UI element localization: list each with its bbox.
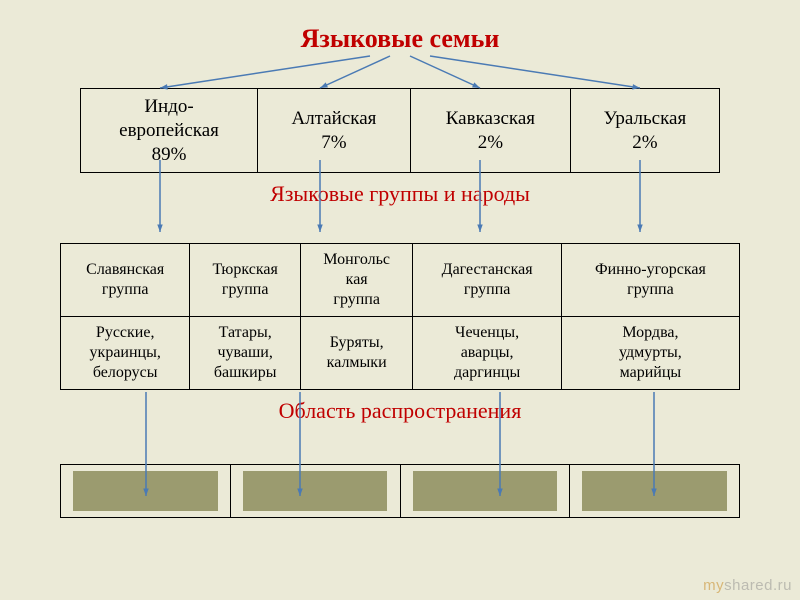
subtitle-area: Область распространения [0, 398, 800, 424]
group-name-cell: Дагестанскаягруппа [413, 244, 561, 317]
group-name-cell: Тюркскаягруппа [190, 244, 301, 317]
group-name-cell: Финно-угорскаягруппа [561, 244, 739, 317]
area-table [60, 464, 740, 518]
peoples-cell: Русские,украинцы,белорусы [61, 317, 190, 390]
families-table: Индо-европейская89%Алтайская7%Кавказская… [80, 88, 720, 173]
area-block [243, 471, 388, 511]
family-cell: Индо-европейская89% [81, 89, 258, 173]
area-block [73, 471, 218, 511]
group-name-cell: Монгольскаягруппа [300, 244, 412, 317]
subtitle-groups: Языковые группы и народы [0, 181, 800, 207]
family-cell: Алтайская7% [258, 89, 411, 173]
main-title: Языковые семьи [0, 0, 800, 54]
area-cell [230, 465, 400, 518]
watermark: myshared.ru [703, 577, 792, 594]
peoples-cell: Татары,чуваши,башкиры [190, 317, 301, 390]
area-cell [61, 465, 231, 518]
peoples-cell: Буряты,калмыки [300, 317, 412, 390]
area-block [413, 471, 558, 511]
groups-table: СлавянскаягруппаТюркскаягруппаМонгольска… [60, 243, 740, 390]
family-cell: Уральская2% [570, 89, 719, 173]
family-cell: Кавказская2% [410, 89, 570, 173]
area-cell [400, 465, 570, 518]
group-name-cell: Славянскаягруппа [61, 244, 190, 317]
area-cell [570, 465, 740, 518]
peoples-cell: Чеченцы,аварцы,даргинцы [413, 317, 561, 390]
area-block [582, 471, 727, 511]
peoples-cell: Мордва,удмурты,марийцы [561, 317, 739, 390]
